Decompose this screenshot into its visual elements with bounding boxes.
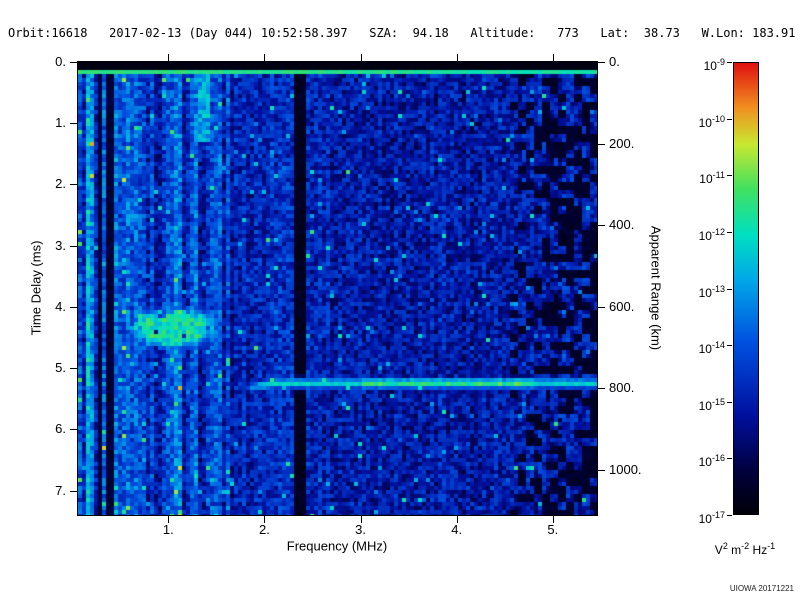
range-tick-mark	[598, 225, 605, 227]
x-tick-mark-top	[456, 54, 458, 61]
y-tick-label: 4.	[55, 298, 66, 314]
colorbar-tick-mark	[727, 62, 732, 63]
range-tick-label: 0.	[609, 54, 620, 69]
x-axis-label: Frequency (MHz)	[286, 538, 388, 554]
x-tick-mark	[456, 516, 458, 523]
y-tick-mark	[70, 62, 77, 63]
y-tick-label: 5.	[55, 360, 66, 376]
x-tick-mark-top	[168, 54, 170, 61]
x-tick-mark-top	[360, 54, 362, 61]
y-tick-mark	[70, 490, 77, 492]
y-tick-label: 6.	[55, 421, 66, 437]
x-tick-mark	[168, 516, 170, 523]
colorbar-tick-label: 10-17	[698, 510, 725, 526]
range-tick-label: 800.	[609, 380, 635, 396]
x-tick-label: 4.	[451, 522, 463, 537]
colorbar-tick-mark	[727, 231, 732, 233]
colorbar-tick-mark	[727, 288, 732, 290]
colorbar-tick-label: 10-15	[698, 396, 725, 413]
y-axis-label: Time Delay (ms)	[28, 240, 44, 336]
colorbar-tick-label: 10-10	[698, 113, 725, 130]
y-tick-mark	[70, 123, 77, 125]
x-tick-mark-top	[552, 54, 554, 61]
colorbar-tick-label: 10-9	[703, 57, 725, 73]
range-tick-label: 1000.	[609, 462, 642, 478]
colorbar-tick-mark	[727, 175, 732, 177]
colorbar-tick-mark	[727, 401, 732, 403]
x-tick-label: 5.	[547, 522, 559, 537]
range-tick-mark	[598, 62, 605, 63]
y-tick-mark	[70, 368, 77, 370]
colorbar-tick-label: 10-11	[699, 170, 725, 187]
colorbar-tick-mark	[727, 515, 732, 516]
colorbar-tick-mark	[727, 345, 732, 347]
colorbar-tick-label: 10-14	[698, 340, 725, 357]
y-tick-label: 2.	[55, 176, 66, 192]
range-tick-label: 400.	[609, 217, 635, 233]
y-tick-label: 3.	[55, 237, 66, 253]
colorbar-tick-label: 10-13	[698, 283, 725, 300]
y-tick-mark	[70, 245, 77, 247]
colorbar-unit-label: V2 m-2 Hz-1	[714, 541, 776, 557]
x-tick-mark	[360, 516, 362, 523]
x-tick-mark	[552, 516, 554, 523]
y-tick-mark	[70, 184, 77, 186]
y-tick-mark	[70, 306, 77, 308]
x-tick-mark-top	[264, 54, 266, 61]
y-tick-label: 7.	[55, 482, 66, 498]
colorbar-tick-label: 10-16	[698, 453, 725, 470]
colorbar-tick-label: 10-12	[698, 226, 725, 243]
spectrogram-canvas	[78, 62, 597, 515]
colorbar-tick-mark	[727, 458, 732, 460]
colorbar-tick-mark	[727, 118, 732, 120]
range-tick-mark	[598, 143, 605, 145]
colorbar	[733, 62, 759, 515]
y2-axis-label: Apparent Range (km)	[648, 225, 664, 351]
x-tick-label: 1.	[162, 522, 174, 537]
y-tick-label: 1.	[55, 115, 66, 131]
range-tick-mark	[598, 388, 605, 390]
x-tick-label: 3.	[355, 522, 366, 537]
range-tick-label: 600.	[609, 298, 635, 314]
x-tick-mark	[264, 516, 266, 523]
y-tick-label: 0.	[55, 54, 66, 69]
header-info: Orbit:16618 2017-02-13 (Day 044) 10:52:5…	[8, 26, 796, 40]
plot-frame	[77, 61, 598, 516]
range-tick-mark	[598, 306, 605, 308]
range-tick-mark	[598, 470, 605, 472]
x-tick-label: 2.	[259, 522, 270, 537]
range-tick-label: 200.	[609, 135, 635, 151]
watermark: UIOWA 20171221	[729, 584, 794, 593]
y-tick-mark	[70, 429, 77, 431]
